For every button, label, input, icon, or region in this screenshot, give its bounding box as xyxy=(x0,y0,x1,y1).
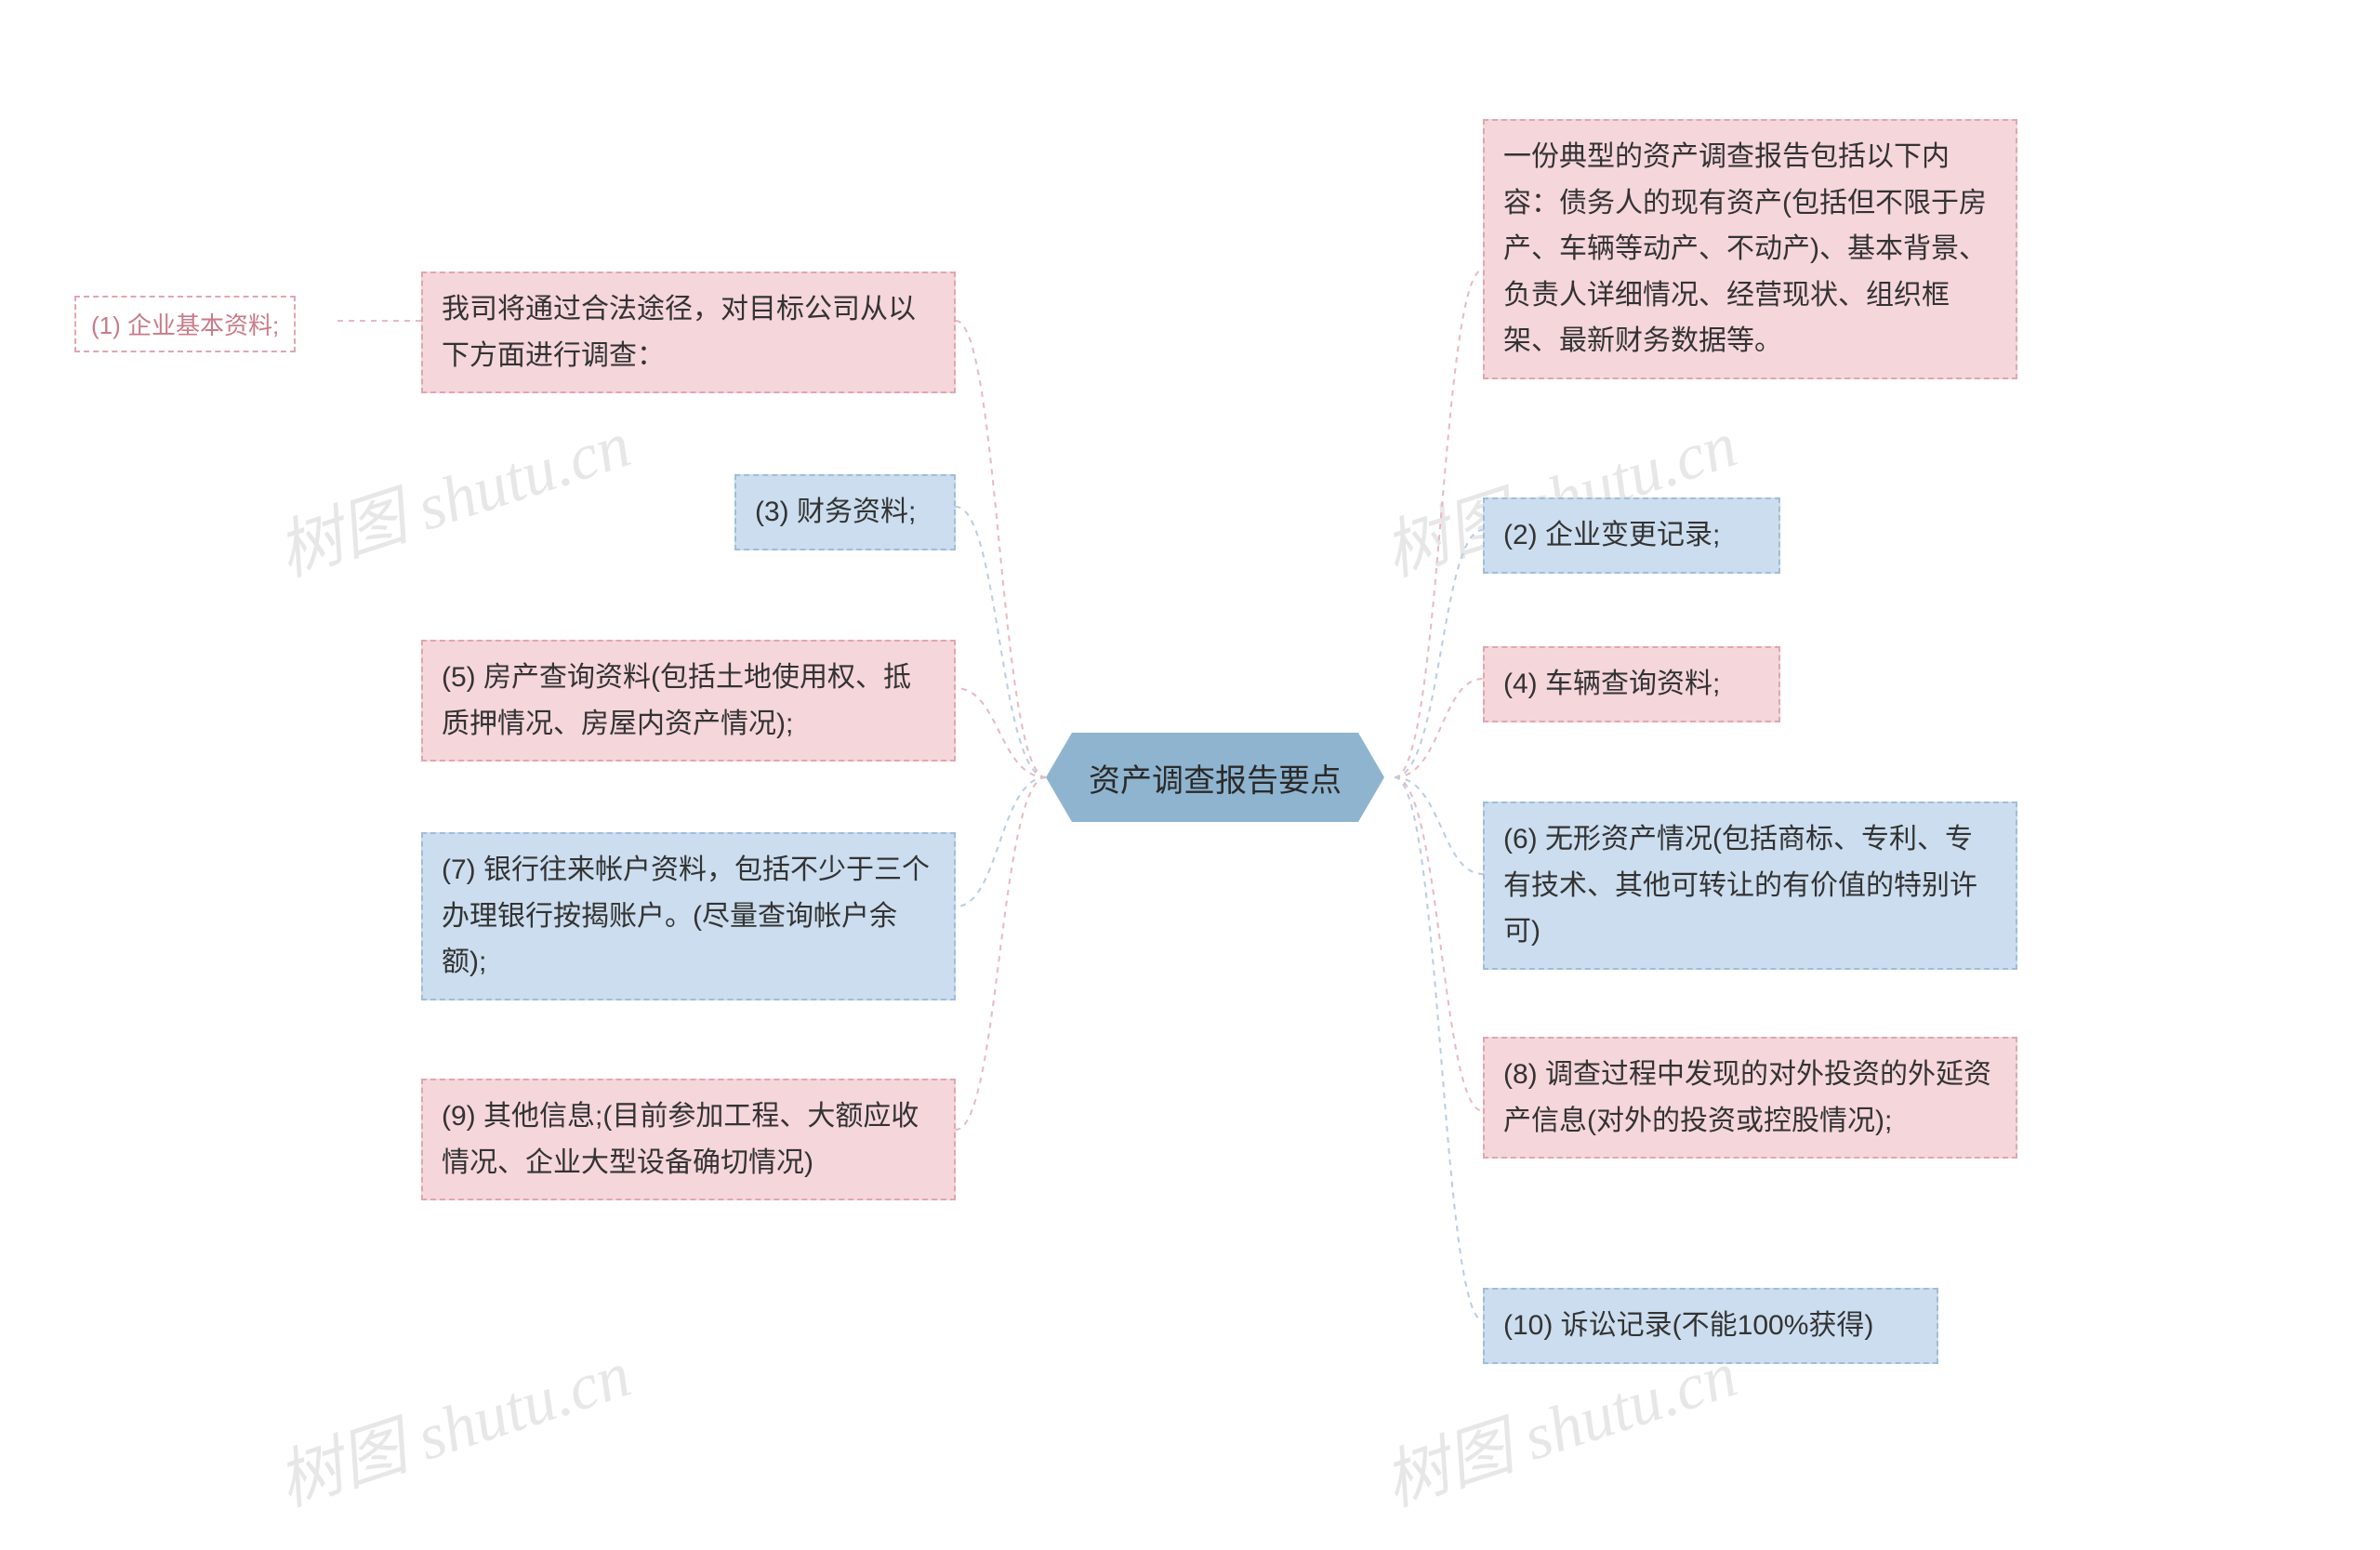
node-l4: (7) 银行往来帐户资料，包括不少于三个办理银行按揭账户。(尽量查询帐户余额); xyxy=(421,832,956,1000)
watermark: 树图 shutu.cn xyxy=(264,1322,641,1524)
node-r1: 一份典型的资产调查报告包括以下内容：债务人的现有资产(包括但不限于房产、车辆等动… xyxy=(1483,119,2017,379)
node-r4: (6) 无形资产情况(包括商标、专利、专有技术、其他可转让的有价值的特别许可) xyxy=(1483,801,2017,970)
center-topic-label: 资产调查报告要点 xyxy=(1089,755,1342,801)
node-r6: (10) 诉讼记录(不能100%获得) xyxy=(1483,1288,1938,1364)
node-l1: 我司将通过合法途径，对目标公司从以下方面进行调查： xyxy=(421,272,956,393)
node-r5: (8) 调查过程中发现的对外投资的外延资产信息(对外的投资或控股情况); xyxy=(1483,1037,2017,1159)
node-r3: (4) 车辆查询资料; xyxy=(1483,646,1780,722)
node-l1-child: (1) 企业基本资料; xyxy=(74,296,296,352)
node-l2: (3) 财务资料; xyxy=(734,474,956,550)
watermark: 树图 shutu.cn xyxy=(264,392,641,594)
node-r2: (2) 企业变更记录; xyxy=(1483,497,1780,574)
center-topic: 资产调查报告要点 xyxy=(1046,733,1384,822)
node-l3: (5) 房产查询资料(包括土地使用权、抵质押情况、房屋内资产情况); xyxy=(421,640,956,762)
node-l5: (9) 其他信息;(目前参加工程、大额应收情况、企业大型设备确切情况) xyxy=(421,1079,956,1200)
